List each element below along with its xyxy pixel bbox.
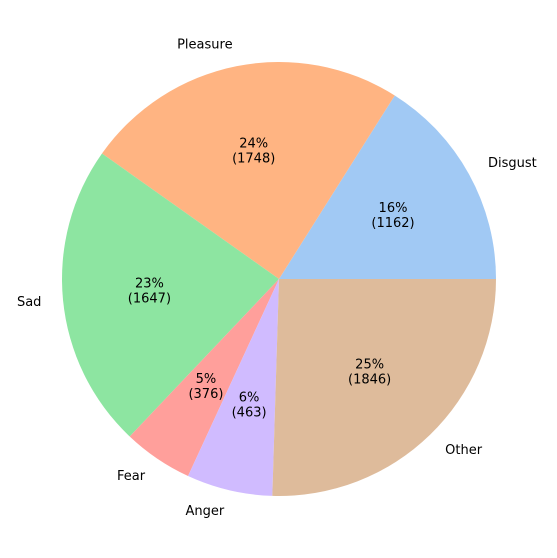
pie-slice-pleasure <box>101 62 395 279</box>
slice-percent-fear: 5% <box>196 372 217 387</box>
slice-label-anger: Anger <box>185 504 224 519</box>
pie-slice-other <box>272 279 496 497</box>
slice-count-disgust: (1162) <box>371 216 414 231</box>
slice-label-disgust: Disgust <box>488 156 537 171</box>
pie-slice-fear <box>129 279 279 477</box>
pie-slices <box>62 62 496 497</box>
slice-percent-other: 25% <box>355 357 384 372</box>
slice-percent-anger: 6% <box>239 391 260 406</box>
pie-slice-disgust <box>279 95 496 279</box>
slice-count-anger: (463) <box>232 406 267 421</box>
slice-percent-disgust: 16% <box>379 201 408 216</box>
slice-count-other: (1846) <box>348 372 391 387</box>
slice-label-fear: Fear <box>117 469 146 484</box>
slice-percent-pleasure: 24% <box>239 136 268 151</box>
slice-label-other: Other <box>445 443 483 458</box>
slice-label-sad: Sad <box>17 295 41 310</box>
pie-slice-sad <box>62 153 279 437</box>
slice-count-sad: (1647) <box>128 292 171 307</box>
slice-label-pleasure: Pleasure <box>177 37 233 52</box>
pie-labels: Disgust16%(1162)Pleasure24%(1748)Sad23%(… <box>17 37 537 518</box>
slice-count-fear: (376) <box>188 387 223 402</box>
slice-percent-sad: 23% <box>135 277 164 292</box>
pie-slice-anger <box>188 279 279 496</box>
slice-count-pleasure: (1748) <box>232 151 275 166</box>
